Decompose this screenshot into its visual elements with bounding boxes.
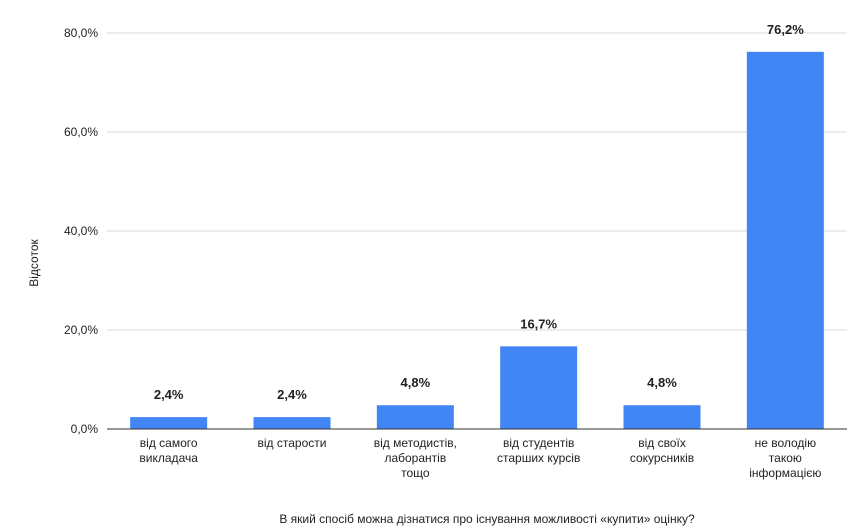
x-tick-label: тощо	[401, 466, 430, 480]
bar	[500, 346, 578, 429]
bars	[130, 51, 824, 430]
x-tick-label: від своїх	[638, 436, 686, 450]
bar-value-label: 2,4%	[154, 387, 184, 402]
bar	[376, 405, 454, 429]
y-tick-label: 20,0%	[64, 323, 98, 337]
x-tick-label: від старости	[258, 436, 327, 450]
x-tick-label: сокурсників	[630, 451, 694, 465]
bar	[623, 405, 701, 429]
x-tick-label: старших курсів	[497, 451, 580, 465]
bar	[130, 417, 208, 429]
bar-value-label: 4,8%	[401, 375, 431, 390]
x-tick-label: від студентів	[503, 436, 574, 450]
x-tick-label: такою	[769, 451, 802, 465]
y-tick-label: 60,0%	[64, 125, 98, 139]
gridlines	[107, 32, 847, 331]
bar	[253, 417, 331, 429]
y-axis-title: Відсоток	[27, 239, 41, 287]
bar-value-label: 76,2%	[767, 22, 804, 37]
y-axis-ticks: 0,0% 20,0% 40,0% 60,0% 80,0%	[64, 26, 98, 436]
x-axis-title: В який спосіб можна дізнатися про існува…	[279, 512, 695, 526]
x-tick-label: лаборантів	[384, 451, 446, 465]
y-tick-label: 0,0%	[71, 422, 99, 436]
bar-value-label: 4,8%	[647, 375, 677, 390]
value-labels: 2,4% 2,4% 4,8% 16,7% 4,8% 76,2%	[154, 22, 804, 402]
bar	[746, 51, 824, 430]
x-tick-label: викладача	[139, 451, 198, 465]
x-tick-label: від самого	[140, 436, 198, 450]
x-tick-label: інформацією	[749, 466, 821, 480]
bar-value-label: 16,7%	[520, 316, 557, 331]
bar-value-label: 2,4%	[277, 387, 307, 402]
x-tick-label: не володію	[755, 436, 817, 450]
x-tick-label: від методистів,	[374, 436, 457, 450]
y-tick-label: 40,0%	[64, 224, 98, 238]
y-tick-label: 80,0%	[64, 26, 98, 40]
